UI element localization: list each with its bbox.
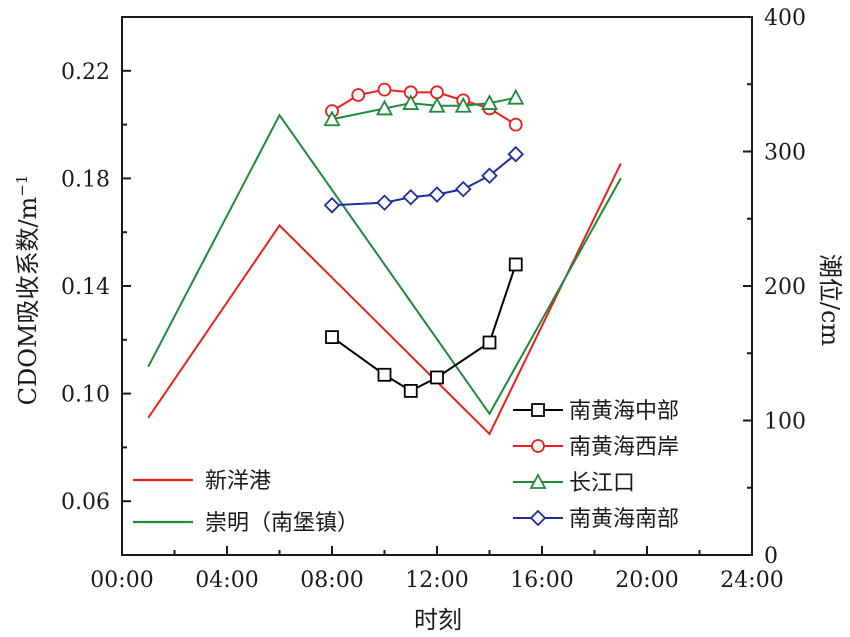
- y-tick-label: 0.10: [61, 383, 110, 408]
- series-6: [147, 113, 622, 416]
- series-line: [147, 163, 622, 436]
- data-point: [480, 94, 499, 110]
- legend-marker: [531, 439, 545, 453]
- y2-tick-label: 300: [764, 141, 806, 166]
- data-point: [430, 85, 444, 100]
- legend-label: 崇明（南堡镇）: [205, 511, 359, 536]
- legend-item: 崇明（南堡镇）: [133, 511, 359, 536]
- data-point: [377, 82, 392, 97]
- y2-axis-label-group: 潮位/cm: [816, 254, 844, 347]
- data-point: [377, 367, 392, 382]
- y-axis-label-sup: −1: [13, 175, 31, 197]
- data-point: [402, 188, 420, 206]
- data-point: [507, 145, 525, 163]
- data-point: [481, 167, 498, 184]
- legend-item: 南黄海南部: [513, 507, 679, 532]
- y2-tick-label: 100: [764, 410, 806, 435]
- legend-label: 南黄海南部: [569, 507, 679, 532]
- data-point: [454, 180, 472, 198]
- x-tick-label: 24:00: [720, 568, 783, 593]
- data-point: [428, 186, 446, 203]
- y-axis-label: CDOM吸收系数/m−1: [13, 175, 42, 406]
- data-point: [323, 197, 341, 214]
- legend-item: 新洋港: [133, 469, 271, 494]
- data-point: [428, 96, 446, 113]
- y-tick-label: 0.18: [61, 167, 110, 192]
- data-point: [454, 96, 472, 113]
- series-1: [325, 257, 523, 398]
- y-tick-label: 0.14: [61, 275, 110, 300]
- y2-axis-label: 潮位/cm: [816, 254, 844, 347]
- data-point: [375, 99, 394, 116]
- legend-label: 南黄海西岸: [569, 435, 679, 460]
- data-point: [482, 335, 497, 350]
- legend-marker: [529, 473, 547, 489]
- legend-label: 南黄海中部: [569, 399, 679, 424]
- y2-tick-label: 400: [764, 6, 806, 31]
- x-tick-label: 20:00: [615, 568, 678, 593]
- x-tick-label: 12:00: [405, 568, 468, 593]
- y-tick-label: 0.06: [61, 490, 110, 515]
- data-point: [508, 257, 523, 272]
- legend-marker: [529, 509, 547, 527]
- x-tick-label: 16:00: [510, 568, 573, 593]
- y2-tick-label: 0: [764, 544, 778, 569]
- data-point: [403, 384, 418, 398]
- legend-item: 南黄海西岸: [513, 435, 679, 460]
- data-point: [402, 94, 420, 110]
- legend-label: 长江口: [569, 471, 635, 496]
- data-point: [507, 88, 525, 105]
- series-line: [331, 264, 517, 393]
- series-4: [323, 145, 525, 214]
- y-axis-label-main: CDOM吸收系数/m: [14, 196, 42, 405]
- series-3: [323, 88, 525, 127]
- data-point: [508, 117, 523, 132]
- x-tick-label: 00:00: [90, 568, 153, 593]
- y-tick-label: 0.22: [61, 60, 110, 85]
- ticks: 00:00 04:00 08:00 12:00 16:00 20:00 24:00 0.06 0…: [61, 6, 806, 593]
- x-axis-label: 时刻: [414, 606, 462, 634]
- x-tick-label: 08:00: [300, 568, 363, 593]
- legend-marker: [531, 403, 545, 417]
- x-tick-label: 04:00: [195, 568, 258, 593]
- legend-label: 新洋港: [205, 469, 271, 494]
- y2-tick-label: 200: [764, 275, 806, 300]
- series-line: [147, 113, 622, 416]
- data-point: [323, 110, 341, 127]
- y-axis-label-group: CDOM吸收系数/m−1: [13, 175, 42, 406]
- series-5: [147, 163, 622, 436]
- data-point: [430, 370, 444, 385]
- data-point: [351, 88, 366, 102]
- legend-item: 长江口: [513, 471, 635, 496]
- data-point: [376, 194, 393, 211]
- plot-area: [147, 82, 622, 436]
- legend-item: 南黄海中部: [513, 399, 679, 424]
- data-point: [325, 330, 339, 345]
